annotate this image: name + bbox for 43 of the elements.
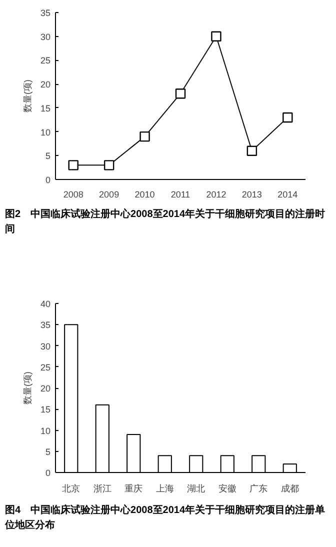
- y-tick-label: 15: [40, 103, 51, 114]
- y-tick-label: 10: [40, 127, 51, 138]
- point: [104, 160, 114, 170]
- x-tick-label: 2010: [134, 190, 155, 200]
- y-tick-label: 20: [40, 80, 51, 90]
- y-tick-label: 25: [40, 362, 51, 372]
- text: 图2 中国临床试验注册中心2008至2014年关于干细胞研究项目的注册时间: [5, 207, 326, 237]
- point: [175, 88, 186, 99]
- y-tick-label: 25: [40, 56, 51, 66]
- y-tick-label: 30: [40, 32, 51, 42]
- y-tick-label: 10: [40, 426, 51, 436]
- y-tick-label: 20: [40, 384, 51, 394]
- y-tick-label: 35: [40, 320, 51, 330]
- x-tick-label: 2014: [278, 190, 298, 200]
- x-tick-label: 北京: [62, 484, 80, 494]
- x-tick-label: 浙江: [93, 484, 112, 494]
- x-tick-label: 2013: [242, 190, 262, 200]
- y-tick-label: 5: [45, 446, 51, 457]
- y-tick-label: 15: [40, 404, 51, 415]
- x-tick-label: 重庆: [124, 484, 143, 494]
- x-tick-label: 上海: [156, 484, 174, 494]
- y-axis-title: 数量(项): [22, 371, 32, 404]
- x-tick-label: 成都: [280, 484, 299, 494]
- x-tick-label: 湖北: [187, 484, 206, 494]
- y-tick-label: 0: [45, 468, 51, 478]
- x-tick-label: 2009: [99, 190, 120, 200]
- y-axis-title: 数量(项): [22, 79, 32, 112]
- point: [246, 146, 258, 156]
- point: [68, 160, 78, 170]
- x-tick-label: 广东: [250, 484, 268, 494]
- point: [211, 31, 222, 42]
- y-tick-label: 5: [45, 151, 51, 162]
- x-tick-label: 2012: [206, 190, 226, 200]
- x-tick-label: 2008: [63, 190, 84, 200]
- x-tick-label: 2011: [170, 190, 190, 200]
- point: [140, 131, 150, 142]
- y-tick-label: 40: [40, 299, 51, 309]
- point: [282, 112, 293, 123]
- x-tick-label: 安徽: [218, 484, 236, 494]
- y-tick-label: 35: [40, 8, 51, 18]
- text: 图4 中国临床试验注册中心2008至2014年关于干细胞研究项目的注册单位地区分布: [5, 503, 326, 533]
- y-tick-label: 30: [40, 341, 51, 352]
- y-tick-label: 0: [45, 175, 51, 185]
